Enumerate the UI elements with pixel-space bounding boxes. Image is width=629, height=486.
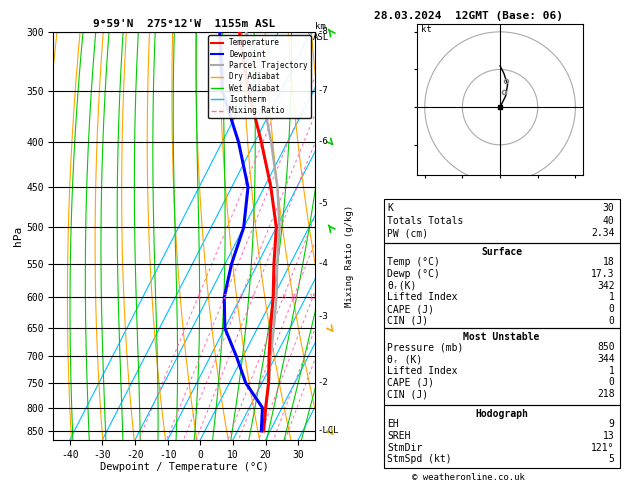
Text: km: km: [315, 22, 326, 31]
Text: 344: 344: [597, 354, 615, 364]
Text: 2.34: 2.34: [591, 228, 615, 238]
Text: Dewp (°C): Dewp (°C): [387, 269, 440, 279]
Text: 0: 0: [609, 316, 615, 326]
Text: StmDir: StmDir: [387, 443, 423, 452]
Text: CAPE (J): CAPE (J): [387, 378, 435, 387]
Text: Lifted Index: Lifted Index: [387, 366, 458, 376]
Text: 0: 0: [609, 378, 615, 387]
Text: 30: 30: [603, 203, 615, 213]
Text: 17.3: 17.3: [591, 269, 615, 279]
Text: -5: -5: [318, 199, 328, 208]
Text: Lifted Index: Lifted Index: [387, 293, 458, 302]
Text: Mixing Ratio (g/kg): Mixing Ratio (g/kg): [345, 205, 353, 307]
Text: -6: -6: [318, 138, 328, 146]
Title: 9°59'N  275°12'W  1155m ASL: 9°59'N 275°12'W 1155m ASL: [93, 19, 275, 30]
Text: 8: 8: [281, 295, 286, 300]
Text: -7: -7: [318, 86, 328, 95]
Text: 3: 3: [238, 295, 243, 300]
Text: ASL: ASL: [313, 34, 329, 42]
Text: 342: 342: [597, 281, 615, 291]
Text: K: K: [387, 203, 393, 213]
Text: 9: 9: [609, 419, 615, 429]
Text: SREH: SREH: [387, 431, 411, 441]
Text: EH: EH: [387, 419, 399, 429]
Text: Surface: Surface: [481, 247, 522, 257]
Text: Pressure (mb): Pressure (mb): [387, 343, 464, 352]
Text: 1: 1: [609, 366, 615, 376]
Text: 4: 4: [250, 295, 255, 300]
Text: -LCL: -LCL: [318, 426, 339, 435]
Text: θᵣ (K): θᵣ (K): [387, 354, 423, 364]
Text: CIN (J): CIN (J): [387, 316, 428, 326]
Text: -4: -4: [318, 260, 328, 268]
Text: -8: -8: [318, 27, 328, 36]
Text: 1: 1: [609, 293, 615, 302]
Text: -3: -3: [318, 312, 328, 321]
Text: Hodograph: Hodograph: [475, 409, 528, 418]
Text: 0: 0: [609, 304, 615, 314]
Text: kt: kt: [421, 25, 431, 34]
Text: 15: 15: [308, 295, 317, 300]
Text: 850: 850: [597, 343, 615, 352]
Text: 5: 5: [609, 454, 615, 464]
Text: © weatheronline.co.uk: © weatheronline.co.uk: [412, 473, 525, 482]
Text: -2: -2: [318, 379, 328, 387]
Text: CAPE (J): CAPE (J): [387, 304, 435, 314]
X-axis label: Dewpoint / Temperature (°C): Dewpoint / Temperature (°C): [99, 462, 269, 472]
Text: Temp (°C): Temp (°C): [387, 258, 440, 267]
Text: Most Unstable: Most Unstable: [464, 332, 540, 342]
Text: 13: 13: [603, 431, 615, 441]
Text: 121°: 121°: [591, 443, 615, 452]
Text: Totals Totals: Totals Totals: [387, 216, 464, 226]
Text: 1: 1: [196, 295, 200, 300]
Text: 40: 40: [603, 216, 615, 226]
Text: θᵣ(K): θᵣ(K): [387, 281, 417, 291]
Text: StmSpd (kt): StmSpd (kt): [387, 454, 452, 464]
Text: CIN (J): CIN (J): [387, 389, 428, 399]
Text: 218: 218: [597, 389, 615, 399]
Y-axis label: hPa: hPa: [13, 226, 23, 246]
Text: 18: 18: [603, 258, 615, 267]
Legend: Temperature, Dewpoint, Parcel Trajectory, Dry Adiabat, Wet Adiabat, Isotherm, Mi: Temperature, Dewpoint, Parcel Trajectory…: [208, 35, 311, 118]
Text: PW (cm): PW (cm): [387, 228, 428, 238]
Text: 2: 2: [222, 295, 226, 300]
Text: 28.03.2024  12GMT (Base: 06): 28.03.2024 12GMT (Base: 06): [374, 11, 563, 21]
Text: 10: 10: [289, 295, 298, 300]
